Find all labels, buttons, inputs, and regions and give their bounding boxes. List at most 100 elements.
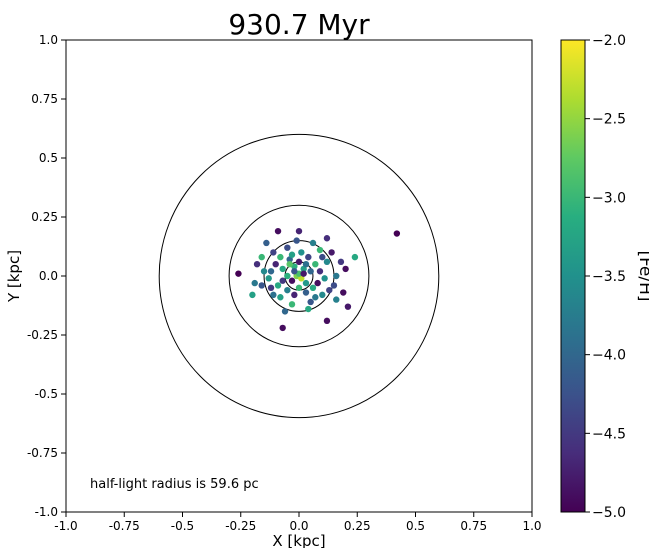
scatter-point — [270, 291, 277, 299]
scatter-point — [291, 291, 298, 299]
scatter-point — [298, 249, 305, 256]
scatter-point — [270, 249, 277, 256]
x-axis-ticks: -1.0 -0.75 -0.5 -0.25 0.0 0.25 0.5 0.75 1.0 — [54, 512, 542, 533]
scatter-point — [323, 235, 331, 242]
x-tick-label: -0.5 — [171, 519, 194, 533]
scatter-point — [337, 258, 345, 266]
colorbar-tick-label: −2.5 — [592, 112, 626, 128]
scatter-point — [302, 261, 310, 268]
y-axis-label: Y [kpc] — [5, 250, 23, 303]
scatter-point — [258, 253, 265, 261]
scatter-point — [312, 261, 319, 268]
x-axis-label: X [kpc] — [272, 532, 325, 548]
scatter-point — [326, 286, 333, 294]
scatter-point — [312, 294, 319, 301]
scatter-point — [295, 258, 303, 266]
colorbar-tick-label: −4.5 — [592, 426, 626, 442]
scatter-point — [277, 253, 284, 261]
scatter-point — [342, 265, 349, 273]
x-tick-label: 0.0 — [289, 519, 308, 533]
colorbar-ticks: −2.0 −2.5 −3.0 −3.5 −4.0 −4.5 −5.0 — [585, 33, 626, 521]
colorbar-label: [Fe/H] — [635, 250, 649, 301]
scatter-point — [316, 268, 324, 275]
y-tick-label: -1.0 — [35, 505, 58, 519]
scatter-point — [307, 298, 314, 306]
scatter-point — [300, 265, 307, 273]
scatter-point — [284, 286, 291, 294]
scatter-point — [286, 261, 293, 268]
chart-title: 930.7 Myr — [228, 8, 370, 41]
scatter-point — [316, 246, 324, 254]
y-tick-label: 0.5 — [39, 151, 58, 165]
scatter-point — [279, 324, 286, 332]
scatter-point — [258, 282, 265, 289]
scatter-point — [309, 284, 317, 291]
scatter-point — [302, 289, 310, 296]
scatter-point — [281, 308, 289, 315]
colorbar: −2.0 −2.5 −3.0 −3.5 −4.0 −4.5 −5.0 [Fe/H] — [560, 33, 649, 521]
scatter-point — [333, 296, 340, 303]
scatter-point — [302, 279, 310, 287]
scatter-point — [279, 277, 286, 284]
scatter-point — [351, 253, 359, 261]
scatter-point — [260, 268, 268, 275]
scatter-point — [295, 227, 303, 235]
y-tick-label: -0.75 — [27, 446, 58, 460]
scatter-point — [279, 265, 286, 273]
plot-area: -1.0 -0.75 -0.5 -0.25 0.0 0.25 0.5 0.75 1.0 1.0 0… — [27, 33, 542, 533]
scatter-point — [295, 284, 303, 291]
scatter-point — [286, 256, 293, 263]
y-tick-label: 0.75 — [31, 92, 58, 106]
colorbar-tick-label: −3.0 — [592, 190, 626, 206]
scatter-point — [253, 261, 261, 268]
scatter-point — [277, 294, 284, 301]
scatter-point — [288, 301, 296, 308]
y-tick-label: 0.0 — [39, 269, 58, 283]
colorbar-tick-label: −5.0 — [592, 505, 626, 521]
x-tick-label: 0.25 — [344, 519, 371, 533]
y-tick-label: 0.25 — [31, 210, 58, 224]
scatter-point — [305, 253, 312, 261]
scatter-point — [319, 291, 326, 299]
scatter-point — [288, 277, 296, 284]
scatter-point — [307, 268, 314, 275]
scatter-point — [263, 239, 270, 247]
colorbar-gradient — [560, 39, 586, 513]
scatter-point — [314, 279, 321, 287]
y-tick-label: -0.25 — [27, 328, 58, 342]
scatter-point — [323, 317, 331, 325]
scatter-point — [309, 239, 317, 247]
scatter-point — [274, 282, 282, 289]
scatter-point — [340, 289, 347, 296]
scatter-point — [284, 272, 291, 280]
scatter-points — [235, 227, 401, 332]
scatter-point — [323, 258, 331, 266]
scatter-point — [265, 275, 272, 282]
scatter-point — [272, 261, 279, 268]
colorbar-tick-label: −3.5 — [592, 269, 626, 285]
radius-circle — [158, 133, 440, 419]
scatter-point — [249, 291, 256, 299]
x-tick-label: -1.0 — [54, 519, 77, 533]
scatter-point — [251, 279, 258, 287]
scatter-point — [293, 237, 300, 244]
scatter-point — [235, 270, 242, 277]
scatter-point — [274, 227, 282, 235]
radius-circle — [228, 204, 370, 348]
x-tick-label: 0.75 — [460, 519, 487, 533]
scatter-point — [298, 275, 305, 282]
scatter-point — [288, 251, 296, 258]
y-tick-label: -0.5 — [35, 387, 58, 401]
x-tick-label: -0.75 — [109, 519, 140, 533]
x-tick-label: -0.25 — [225, 519, 256, 533]
scatter-point — [344, 303, 352, 310]
scatter-point — [291, 268, 298, 275]
colorbar-tick-label: −2.0 — [592, 33, 626, 49]
x-tick-label: 0.5 — [406, 519, 425, 533]
x-tick-label: 1.0 — [522, 519, 541, 533]
scatter-point — [284, 244, 291, 251]
scatter-point — [300, 270, 307, 277]
scatter-point — [267, 284, 275, 291]
y-axis-ticks: 1.0 0.75 0.5 0.25 0.0 -0.25 -0.5 -0.75 -1.0 — [27, 33, 66, 519]
